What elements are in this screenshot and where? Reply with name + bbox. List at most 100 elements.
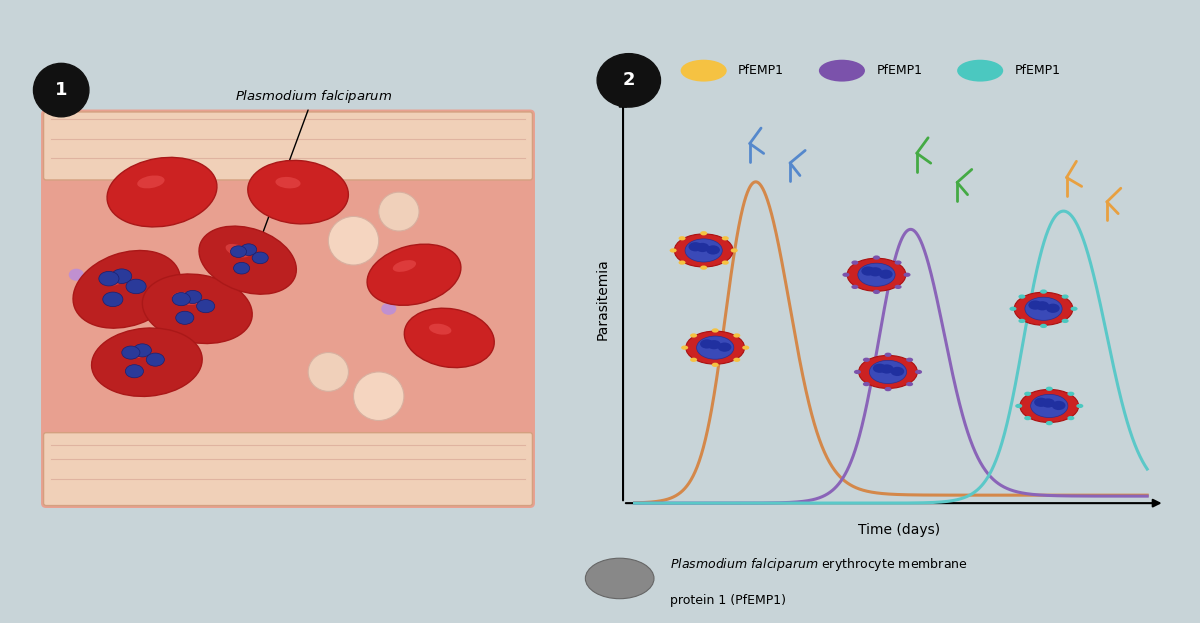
Text: PfEMP1: PfEMP1 [738, 64, 785, 77]
Ellipse shape [121, 346, 140, 359]
Ellipse shape [1031, 394, 1068, 417]
Ellipse shape [851, 285, 858, 289]
Ellipse shape [707, 340, 721, 350]
Ellipse shape [137, 176, 164, 188]
Ellipse shape [1028, 300, 1042, 310]
Ellipse shape [906, 358, 913, 362]
Ellipse shape [98, 272, 119, 286]
Ellipse shape [367, 244, 461, 305]
Ellipse shape [884, 353, 892, 357]
Ellipse shape [696, 243, 709, 252]
Ellipse shape [1051, 401, 1066, 410]
Ellipse shape [184, 290, 202, 303]
Ellipse shape [1020, 389, 1079, 422]
Ellipse shape [146, 353, 164, 366]
Ellipse shape [904, 273, 911, 277]
Ellipse shape [230, 246, 246, 257]
Ellipse shape [869, 267, 882, 277]
Ellipse shape [1042, 398, 1055, 407]
Ellipse shape [690, 333, 697, 338]
Ellipse shape [894, 285, 901, 289]
Ellipse shape [847, 258, 906, 292]
Ellipse shape [308, 353, 348, 391]
Ellipse shape [743, 346, 749, 350]
Ellipse shape [872, 290, 880, 294]
Ellipse shape [721, 236, 728, 240]
Ellipse shape [872, 364, 887, 373]
Text: Parasitemia: Parasitemia [596, 258, 610, 340]
Ellipse shape [1034, 397, 1048, 407]
Ellipse shape [226, 244, 250, 257]
Ellipse shape [126, 279, 146, 293]
Text: 1: 1 [55, 81, 67, 99]
Text: Time (days): Time (days) [858, 523, 941, 537]
Ellipse shape [682, 346, 688, 350]
Ellipse shape [379, 192, 419, 231]
Ellipse shape [199, 226, 296, 294]
Ellipse shape [197, 300, 215, 313]
Ellipse shape [122, 346, 150, 358]
Ellipse shape [252, 252, 269, 264]
Ellipse shape [107, 158, 217, 227]
Ellipse shape [670, 249, 677, 252]
Ellipse shape [143, 274, 252, 343]
Ellipse shape [712, 363, 719, 367]
Ellipse shape [1024, 416, 1031, 421]
Ellipse shape [869, 360, 907, 384]
Ellipse shape [125, 364, 144, 378]
Ellipse shape [678, 260, 685, 265]
Ellipse shape [1024, 392, 1031, 396]
Text: 2: 2 [623, 72, 635, 89]
Ellipse shape [404, 308, 494, 368]
Ellipse shape [880, 364, 894, 374]
Circle shape [598, 54, 660, 107]
Ellipse shape [854, 370, 860, 374]
Ellipse shape [884, 387, 892, 391]
Text: PfEMP1: PfEMP1 [876, 64, 923, 77]
Ellipse shape [247, 160, 348, 224]
Ellipse shape [696, 336, 734, 359]
Ellipse shape [878, 270, 893, 279]
Ellipse shape [68, 269, 84, 281]
Ellipse shape [1067, 392, 1074, 396]
Ellipse shape [1076, 404, 1084, 408]
Ellipse shape [851, 260, 858, 265]
Ellipse shape [91, 328, 202, 396]
Ellipse shape [690, 358, 697, 362]
Ellipse shape [1067, 416, 1074, 421]
Ellipse shape [73, 250, 180, 328]
Text: $\it{Plasmodium\ falciparum}$: $\it{Plasmodium\ falciparum}$ [234, 88, 392, 257]
Ellipse shape [700, 231, 707, 235]
Ellipse shape [1019, 295, 1026, 299]
Ellipse shape [680, 60, 727, 82]
Text: protein 1 (PfEMP1): protein 1 (PfEMP1) [670, 594, 786, 607]
Ellipse shape [818, 60, 865, 82]
Ellipse shape [175, 312, 194, 325]
Ellipse shape [1070, 307, 1078, 311]
Ellipse shape [712, 328, 719, 333]
Ellipse shape [916, 370, 922, 374]
Text: $\it{Plasmodium\ falciparum}$ erythrocyte membrane: $\it{Plasmodium\ falciparum}$ erythrocyt… [670, 556, 967, 573]
Ellipse shape [718, 343, 732, 352]
Ellipse shape [706, 245, 720, 255]
Ellipse shape [700, 265, 707, 270]
Ellipse shape [1036, 301, 1049, 310]
Ellipse shape [1062, 295, 1069, 299]
Ellipse shape [678, 236, 685, 240]
Ellipse shape [173, 292, 200, 305]
Ellipse shape [906, 382, 913, 386]
Text: PfEMP1: PfEMP1 [1015, 64, 1061, 77]
Ellipse shape [430, 324, 451, 335]
Ellipse shape [700, 340, 714, 348]
Ellipse shape [731, 249, 738, 252]
Ellipse shape [890, 367, 905, 376]
Ellipse shape [685, 239, 722, 262]
Ellipse shape [721, 260, 728, 265]
Ellipse shape [733, 333, 740, 338]
Ellipse shape [958, 60, 1003, 82]
Ellipse shape [276, 177, 300, 188]
Ellipse shape [234, 262, 250, 274]
Ellipse shape [859, 355, 917, 389]
Circle shape [34, 64, 89, 117]
Ellipse shape [102, 271, 128, 286]
